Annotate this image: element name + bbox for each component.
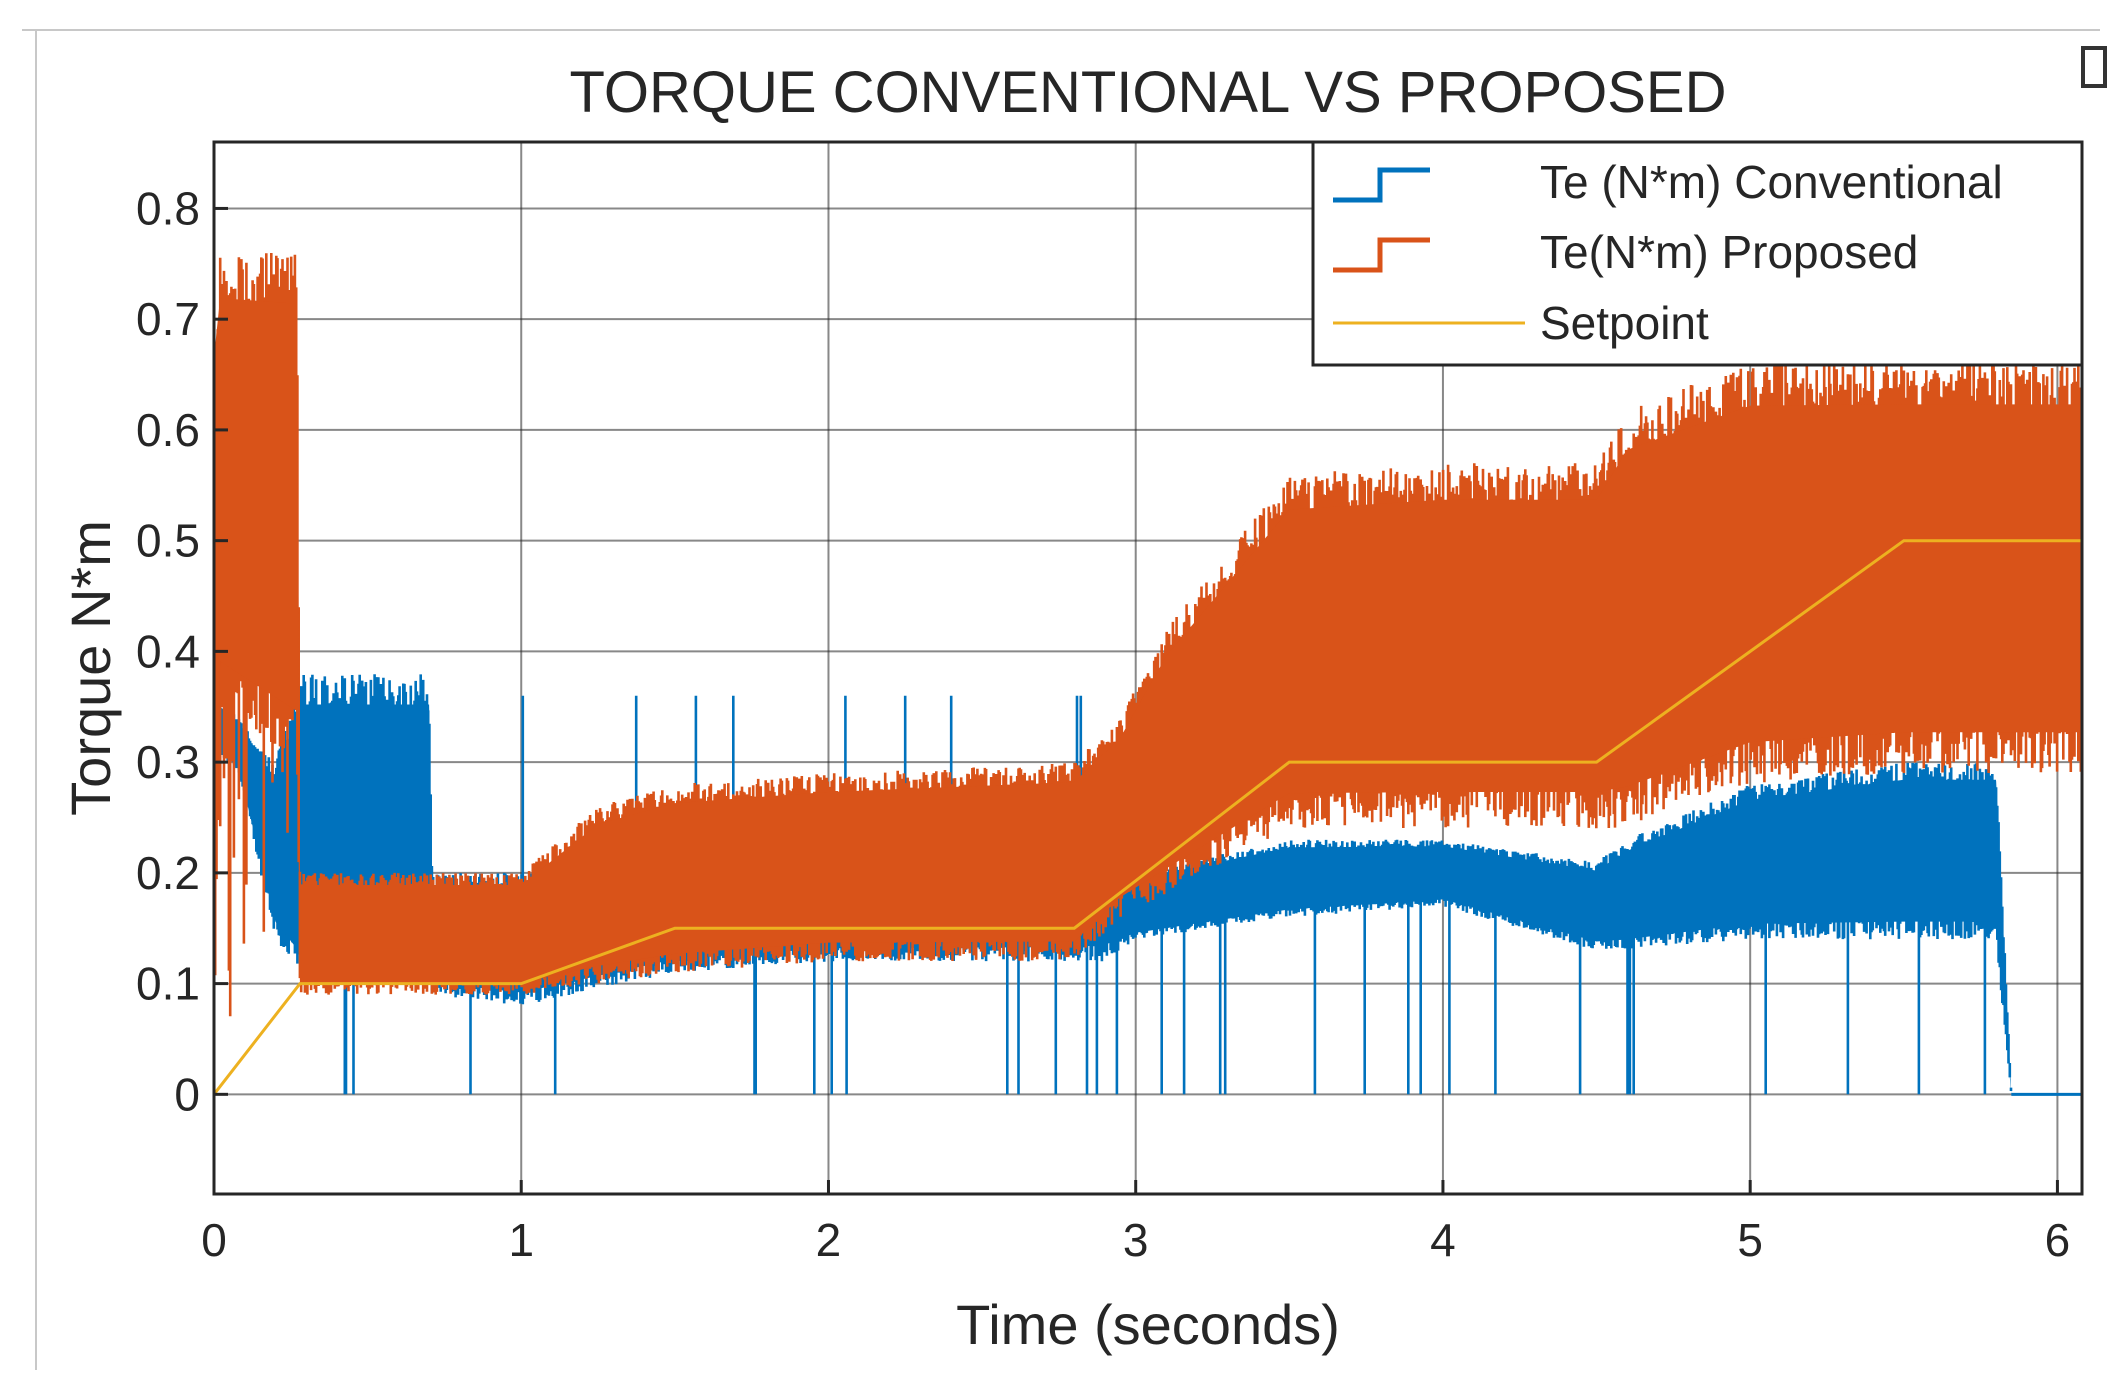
y-tick-label: 0.2 [136, 847, 200, 899]
x-tick-label: 0 [201, 1214, 227, 1266]
legend-label-2: Setpoint [1540, 297, 1709, 349]
series-1-core [214, 298, 2082, 1013]
legend[interactable]: Te (N*m) Conventional Te(N*m) Proposed Set… [1311, 140, 2084, 367]
y-axis-label: Torque N*m [59, 520, 122, 816]
window-control-icon[interactable] [2081, 46, 2107, 88]
x-tick-label: 6 [2045, 1214, 2071, 1266]
plot-frame [212, 140, 2084, 1196]
x-tick-label: 4 [1430, 1214, 1456, 1266]
x-tick-label: 1 [508, 1214, 534, 1266]
legend-swatch-1 [1333, 237, 1430, 273]
y-tick-label: 0.3 [136, 736, 200, 788]
x-tick-label: 3 [1123, 1214, 1149, 1266]
chart-title: TORQUE CONVENTIONAL VS PROPOSED [570, 60, 1727, 125]
x-tick-label: 5 [1737, 1214, 1763, 1266]
y-tick-label: 0 [174, 1068, 200, 1120]
y-tick-label: 0.8 [136, 182, 200, 234]
y-tick-label: 0.4 [136, 625, 200, 677]
x-tick-label: 2 [816, 1214, 842, 1266]
legend-swatch-0 [1333, 167, 1430, 203]
legend-box [1311, 140, 2084, 367]
y-tick-label: 0.5 [136, 515, 200, 567]
legend-label-0: Te (N*m) Conventional [1540, 156, 2003, 208]
x-axis-label: Time (seconds) [956, 1293, 1340, 1356]
ticks-layer: 0 1 2 3 4 5 6 0 0.1 0.2 0.3 0.4 0.5 0.6 0.7 0.8 [136, 182, 2070, 1266]
series-setpoint-line [212, 539, 2082, 1096]
y-tick-label: 0.7 [136, 293, 200, 345]
legend-items: Te (N*m) Conventional Te(N*m) Proposed Set… [1333, 156, 2003, 349]
y-tick-label: 0.6 [136, 404, 200, 456]
legend-label-1: Te(N*m) Proposed [1540, 226, 1918, 278]
y-tick-label: 0.1 [136, 958, 200, 1010]
